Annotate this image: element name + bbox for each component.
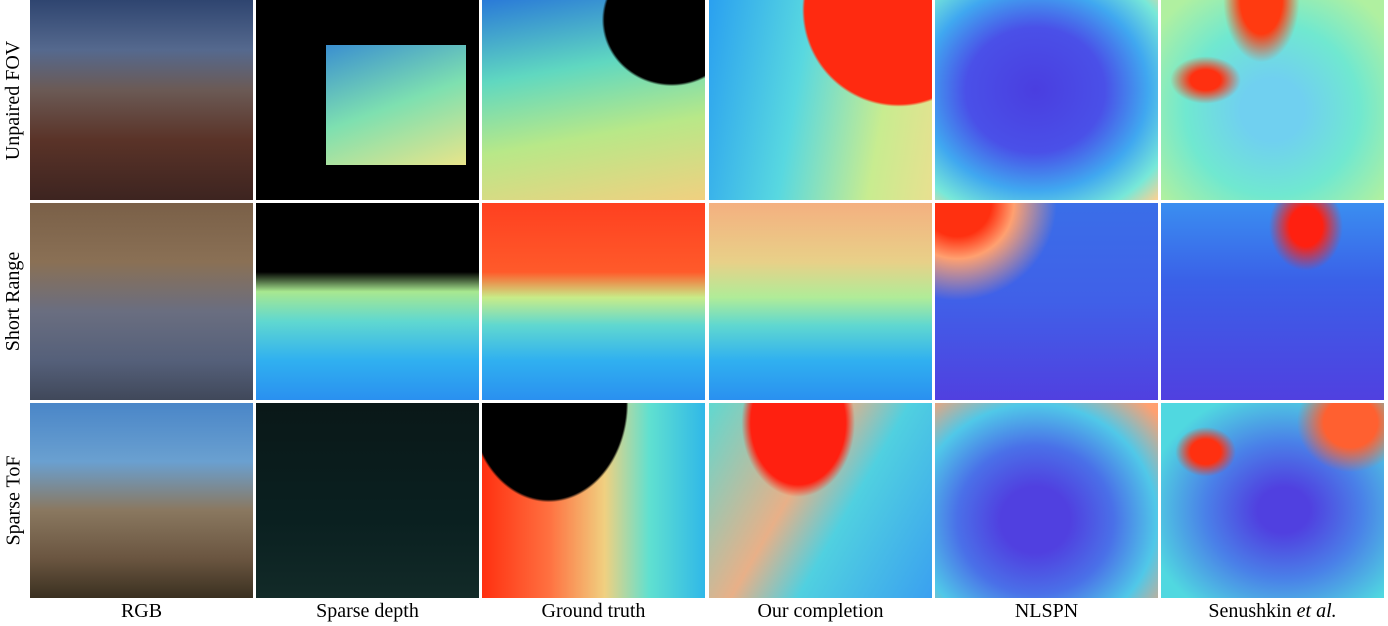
- column-label: Our completion: [709, 600, 932, 623]
- row-label: Short Range: [0, 203, 28, 400]
- column-label: Sparse depth: [256, 600, 479, 623]
- image: [256, 403, 479, 598]
- image: [482, 203, 705, 400]
- image: [1161, 203, 1384, 400]
- row-label: Sparse ToF: [0, 403, 28, 598]
- image: [482, 0, 705, 200]
- image: [935, 203, 1158, 400]
- row-label-text: Unpaired FOV: [3, 40, 26, 159]
- row-label-text: Short Range: [3, 252, 26, 351]
- image: [709, 0, 932, 200]
- column-label: NLSPN: [935, 600, 1158, 623]
- column-label-text: Senushkin: [1208, 600, 1291, 622]
- image: [709, 203, 932, 400]
- image: [935, 403, 1158, 598]
- image: [256, 0, 479, 200]
- image: [30, 403, 253, 598]
- column-label: Ground truth: [482, 600, 705, 623]
- image: [256, 203, 479, 400]
- image: [1161, 0, 1384, 200]
- column-label: Senushkin et al.: [1161, 600, 1384, 623]
- figure: Unpaired FOV Short Range Sparse ToF RGB …: [0, 0, 1388, 626]
- image: [709, 403, 932, 598]
- row-label: Unpaired FOV: [0, 0, 28, 200]
- image: [482, 403, 705, 598]
- column-label-italic: et al.: [1297, 600, 1337, 622]
- image: [935, 0, 1158, 200]
- row-label-text: Sparse ToF: [3, 456, 26, 546]
- image: [30, 203, 253, 400]
- image: [1161, 403, 1384, 598]
- image: [30, 0, 253, 200]
- column-label: RGB: [30, 600, 253, 623]
